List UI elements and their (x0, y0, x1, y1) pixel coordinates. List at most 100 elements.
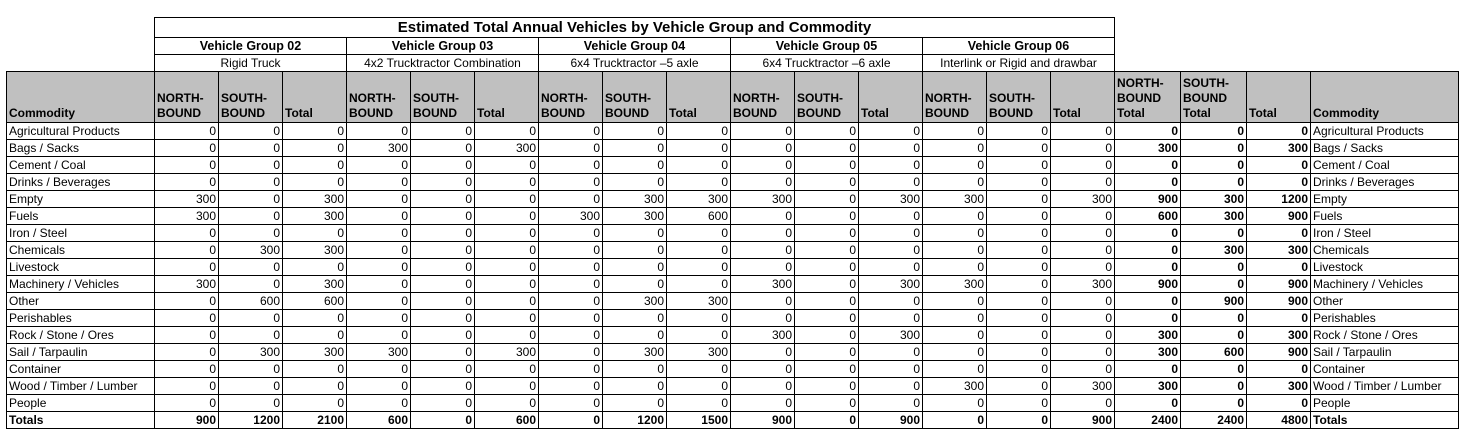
table-row: Agricultural Products 0 0 0 0 0 0 0 0 0 0 0 0 0 0 0 0 0 0 A… (6, 122, 1459, 140)
value-cell: 0 (858, 309, 923, 327)
value-cell: 0 (410, 190, 475, 208)
header-total-label: Total (477, 106, 505, 120)
value-cell: 0 (1050, 224, 1115, 242)
value-cell: 0 (666, 377, 731, 395)
value-cell: 0 (602, 156, 667, 174)
value-cell: 0 (730, 258, 795, 276)
value-cell: 0 (474, 309, 539, 327)
value-cell: 0 (794, 241, 859, 259)
value-cell: 0 (794, 190, 859, 208)
value-cell: 0 (986, 360, 1051, 378)
value-cell: 0 (410, 224, 475, 242)
value-cell: 0 (154, 122, 219, 140)
value-cell: 0 (922, 258, 987, 276)
value-cell: 0 (858, 360, 923, 378)
value-cell: 300 (282, 343, 347, 361)
value-cell: 0 (538, 139, 603, 157)
header-commodity-right: Commodity (1310, 71, 1459, 123)
header-northbound: NORTH- BOUND (154, 71, 219, 123)
value-cell: 0 (730, 343, 795, 361)
value-cell: 300 (922, 190, 987, 208)
value-cell: 0 (730, 156, 795, 174)
group-name: Vehicle Group 04 (538, 37, 731, 55)
value-cell: 0 (1114, 122, 1181, 140)
commodity-cell: Fuels (6, 207, 155, 225)
value-cell: 0 (154, 309, 219, 327)
value-cell: 0 (666, 139, 731, 157)
table-row: Container 0 0 0 0 0 0 0 0 0 0 0 0 0 0 0 0 0 0 Container (6, 360, 1459, 378)
commodity-cell: Bags / Sacks (6, 139, 155, 157)
value-cell: 0 (282, 139, 347, 157)
value-cell: 300 (1114, 377, 1181, 395)
header-northbound-label: NORTH- BOUND (925, 91, 972, 120)
group-name: Vehicle Group 02 (154, 37, 347, 55)
value-cell: 0 (986, 377, 1051, 395)
value-cell: 0 (1114, 360, 1181, 378)
value-cell: 0 (474, 207, 539, 225)
value-cell: 2100 (282, 411, 347, 429)
header-northbound: NORTH- BOUND (730, 71, 795, 123)
value-cell: 0 (474, 258, 539, 276)
header-southbound-total: SOUTH- BOUND Total (1180, 71, 1247, 123)
value-cell: 300 (922, 377, 987, 395)
value-cell: 0 (538, 326, 603, 344)
commodity-cell: Chemicals (6, 241, 155, 259)
value-cell: 0 (1114, 309, 1181, 327)
value-cell: 300 (858, 190, 923, 208)
header-southbound-label: SOUTH- BOUND (413, 91, 459, 120)
commodity-cell-right: Chemicals (1310, 241, 1459, 259)
value-cell: 0 (794, 156, 859, 174)
value-cell: 0 (538, 292, 603, 310)
value-cell: 0 (922, 343, 987, 361)
value-cell: 0 (282, 309, 347, 327)
value-cell: 300 (602, 190, 667, 208)
value-cell: 0 (282, 360, 347, 378)
value-cell: 0 (538, 343, 603, 361)
value-cell: 0 (218, 394, 283, 412)
commodity-cell-right: Fuels (1310, 207, 1459, 225)
header-northbound-label: NORTH- BOUND (157, 91, 204, 120)
value-cell: 0 (1114, 258, 1181, 276)
value-cell: 0 (794, 394, 859, 412)
value-cell: 300 (730, 275, 795, 293)
value-cell: 300 (1180, 190, 1247, 208)
value-cell: 0 (154, 394, 219, 412)
commodity-cell-right: Bags / Sacks (1310, 139, 1459, 157)
value-cell: 0 (1050, 360, 1115, 378)
value-cell: 900 (1246, 207, 1311, 225)
value-cell: 0 (282, 122, 347, 140)
value-cell: 0 (1246, 394, 1311, 412)
value-cell: 0 (602, 360, 667, 378)
group-description: 6x4 Trucktractor –6 axle (730, 54, 923, 72)
value-cell: 0 (922, 411, 987, 429)
commodity-cell-right: Cement / Coal (1310, 156, 1459, 174)
commodity-cell: Machinery / Vehicles (6, 275, 155, 293)
value-cell: 0 (730, 377, 795, 395)
value-cell: 0 (794, 258, 859, 276)
value-cell: 0 (218, 122, 283, 140)
value-cell: 300 (602, 207, 667, 225)
value-cell: 0 (218, 309, 283, 327)
header-southbound: SOUTH- BOUND (986, 71, 1051, 123)
value-cell: 0 (986, 275, 1051, 293)
value-cell: 600 (346, 411, 411, 429)
value-cell: 900 (1114, 190, 1181, 208)
value-cell: 0 (346, 377, 411, 395)
value-cell: 0 (218, 207, 283, 225)
commodity-cell-right: Perishables (1310, 309, 1459, 327)
value-cell: 300 (602, 292, 667, 310)
value-cell: 300 (154, 275, 219, 293)
value-cell: 0 (730, 122, 795, 140)
value-cell: 0 (602, 122, 667, 140)
table-row: Wood / Timber / Lumber 0 0 0 0 0 0 0 0 0 0 0 0 300 0 30… (6, 377, 1459, 395)
value-cell: 0 (986, 122, 1051, 140)
value-cell: 0 (474, 275, 539, 293)
commodity-cell-right: Rock / Stone / Ores (1310, 326, 1459, 344)
value-cell: 0 (538, 122, 603, 140)
header-total-label: Total (1053, 106, 1081, 120)
value-cell: 0 (986, 173, 1051, 191)
value-cell: 0 (922, 122, 987, 140)
value-cell: 0 (474, 224, 539, 242)
value-cell: 0 (922, 241, 987, 259)
value-cell: 0 (154, 377, 219, 395)
